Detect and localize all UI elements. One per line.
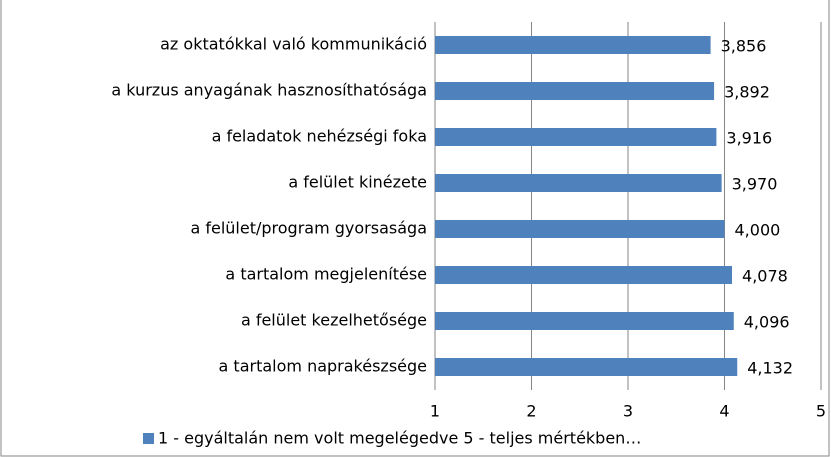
value-label: 3,892 [724,83,770,102]
x-tick-label: 4 [719,402,729,421]
legend-swatch [143,433,154,444]
value-label: 3,856 [721,37,767,56]
y-tick-label: a tartalom megjelenítése [225,265,427,284]
y-tick-label: a felület/program gyorsasága [190,219,427,238]
x-tick-label: 1 [430,402,440,421]
bar [435,358,738,376]
y-tick-label: a felület kezelhetősége [241,311,427,330]
y-tick-label: a feladatok nehézségi foka [212,127,427,146]
bar [435,174,722,192]
y-tick-label: a felület kinézete [288,173,427,192]
value-label: 3,916 [726,129,772,148]
value-label: 4,078 [742,267,788,286]
value-label: 4,096 [744,313,790,332]
bar [435,36,711,54]
y-tick-label: a kurzus anyagának hasznosíthatósága [111,81,427,100]
bar [435,128,717,146]
value-label: 3,970 [732,175,778,194]
bar [435,266,733,284]
bar [435,312,734,330]
bar [435,82,715,100]
value-label: 4,000 [735,221,781,240]
bar [435,220,725,238]
x-tick-label: 2 [526,402,536,421]
y-tick-label: a tartalom naprakészsége [219,357,427,376]
value-label: 4,132 [747,359,793,378]
x-tick-label: 5 [816,402,826,421]
x-tick-label: 3 [623,402,633,421]
legend-label: 1 - egyáltalán nem volt megelégedve 5 - … [158,429,641,448]
y-tick-label: az oktatókkal való kommunikáció [160,35,427,54]
